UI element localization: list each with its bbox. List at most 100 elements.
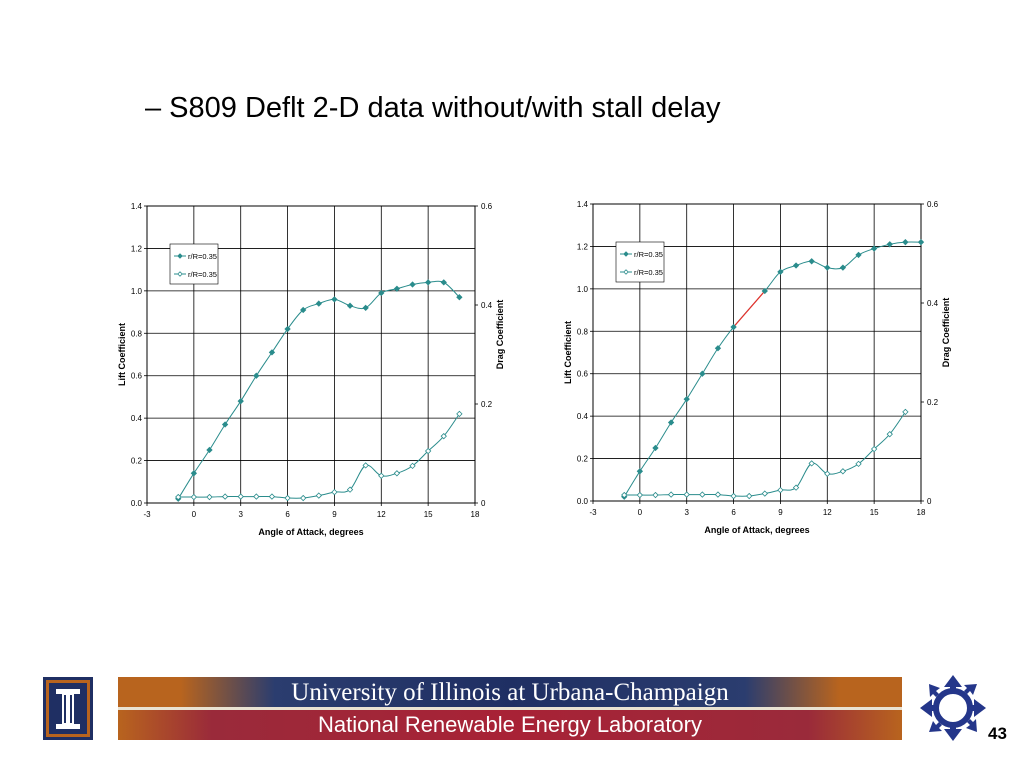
data-point — [221, 493, 229, 500]
data-point — [714, 491, 722, 498]
data-point — [346, 486, 354, 493]
data-point — [730, 492, 737, 500]
data-point — [870, 245, 878, 252]
data-point — [886, 241, 893, 248]
x-tick-label: 6 — [285, 510, 290, 519]
data-point — [761, 287, 768, 295]
x-tick-label: 6 — [731, 508, 736, 517]
y-tick-label: 0.0 — [577, 497, 589, 506]
footer-banner-lab: National Renewable Energy Laboratory — [118, 710, 902, 740]
data-point — [362, 462, 369, 469]
x-tick-label: 18 — [917, 508, 926, 517]
data-point — [268, 493, 276, 500]
data-point — [175, 493, 182, 501]
data-point — [870, 445, 878, 453]
y-tick-label: 0.4 — [577, 412, 589, 421]
data-point — [636, 468, 644, 475]
x-tick-label: 0 — [638, 508, 643, 517]
data-point — [824, 264, 831, 271]
data-point — [746, 492, 753, 500]
data-point — [902, 239, 909, 246]
data-point — [284, 325, 291, 333]
data-point — [792, 262, 800, 269]
x-tick-label: 12 — [823, 508, 832, 517]
y2-tick-label: 0.6 — [927, 200, 939, 209]
data-point — [378, 472, 385, 479]
data-point — [393, 285, 401, 292]
data-point — [886, 431, 893, 438]
data-point — [331, 296, 338, 303]
y-tick-label: 1.0 — [577, 285, 589, 294]
data-point — [424, 279, 432, 286]
y-tick-label: 0.6 — [131, 372, 143, 381]
y-axis-label: Lift Coefficient — [563, 321, 573, 384]
y-tick-label: 1.4 — [577, 200, 589, 209]
data-point — [190, 470, 198, 477]
series-line — [177, 280, 460, 500]
legend: r/R=0.35 r/R=0.35 — [169, 243, 219, 285]
data-point — [315, 300, 322, 307]
data-point — [362, 304, 369, 311]
legend-box — [169, 243, 219, 285]
data-point — [730, 323, 737, 331]
legend: r/R=0.35 r/R=0.35 — [615, 241, 665, 283]
data-point — [714, 345, 722, 352]
data-point — [315, 492, 322, 499]
data-point — [808, 258, 815, 265]
data-point — [409, 462, 416, 470]
footer-lab-text: National Renewable Energy Laboratory — [317, 712, 702, 737]
data-point — [440, 433, 447, 440]
data-point — [378, 289, 385, 297]
x-axis-label: Angle of Attack, degrees — [258, 527, 363, 537]
data-point — [300, 494, 307, 502]
x-tick-label: 9 — [332, 510, 337, 519]
data-point — [855, 251, 862, 259]
nrel-arrows-logo — [920, 675, 986, 741]
x-tick-label: -3 — [143, 510, 151, 519]
data-point — [792, 484, 800, 491]
data-point — [652, 491, 659, 499]
data-point — [253, 493, 260, 500]
data-point — [683, 396, 690, 403]
plot-area — [146, 205, 476, 504]
y-tick-label: 0.6 — [577, 370, 589, 379]
data-point — [393, 470, 401, 477]
data-point — [221, 421, 229, 428]
data-point — [855, 460, 862, 468]
y-axis-label: Lift Coefficient — [117, 323, 127, 386]
y2-axis-label: Drag Coefficient — [941, 298, 951, 368]
y-tick-label: 1.2 — [577, 242, 589, 251]
series-drag — [621, 408, 909, 500]
data-point — [190, 493, 198, 501]
data-point — [456, 410, 463, 418]
data-point — [636, 491, 644, 499]
x-tick-label: 15 — [424, 510, 433, 519]
legend-entry: r/R=0.35 — [634, 268, 663, 277]
uiuc-column-logo — [43, 677, 93, 740]
x-tick-label: -3 — [589, 508, 597, 517]
data-point — [409, 281, 416, 288]
x-axis-label: Angle of Attack, degrees — [704, 525, 809, 535]
data-point — [902, 408, 909, 416]
y2-axis-label: Drag Coefficient — [495, 300, 505, 370]
data-point — [699, 491, 706, 498]
highlight-segment — [733, 290, 766, 328]
data-point — [284, 494, 291, 502]
y-tick-label: 0.0 — [131, 499, 143, 508]
legend-marker — [177, 253, 183, 259]
y-tick-label: 0.2 — [131, 457, 143, 466]
data-point — [237, 398, 244, 405]
data-point — [824, 470, 831, 477]
x-tick-label: 0 — [192, 510, 197, 519]
series-lift — [175, 279, 463, 502]
series-line — [178, 413, 460, 499]
data-point — [777, 486, 784, 494]
x-tick-label: 3 — [684, 508, 689, 517]
legend-marker — [623, 269, 629, 275]
series-lift — [621, 239, 925, 500]
data-point — [667, 419, 675, 426]
data-point — [346, 302, 354, 309]
y-tick-label: 1.2 — [131, 244, 143, 253]
legend-box — [615, 241, 665, 283]
x-tick-label: 9 — [778, 508, 783, 517]
